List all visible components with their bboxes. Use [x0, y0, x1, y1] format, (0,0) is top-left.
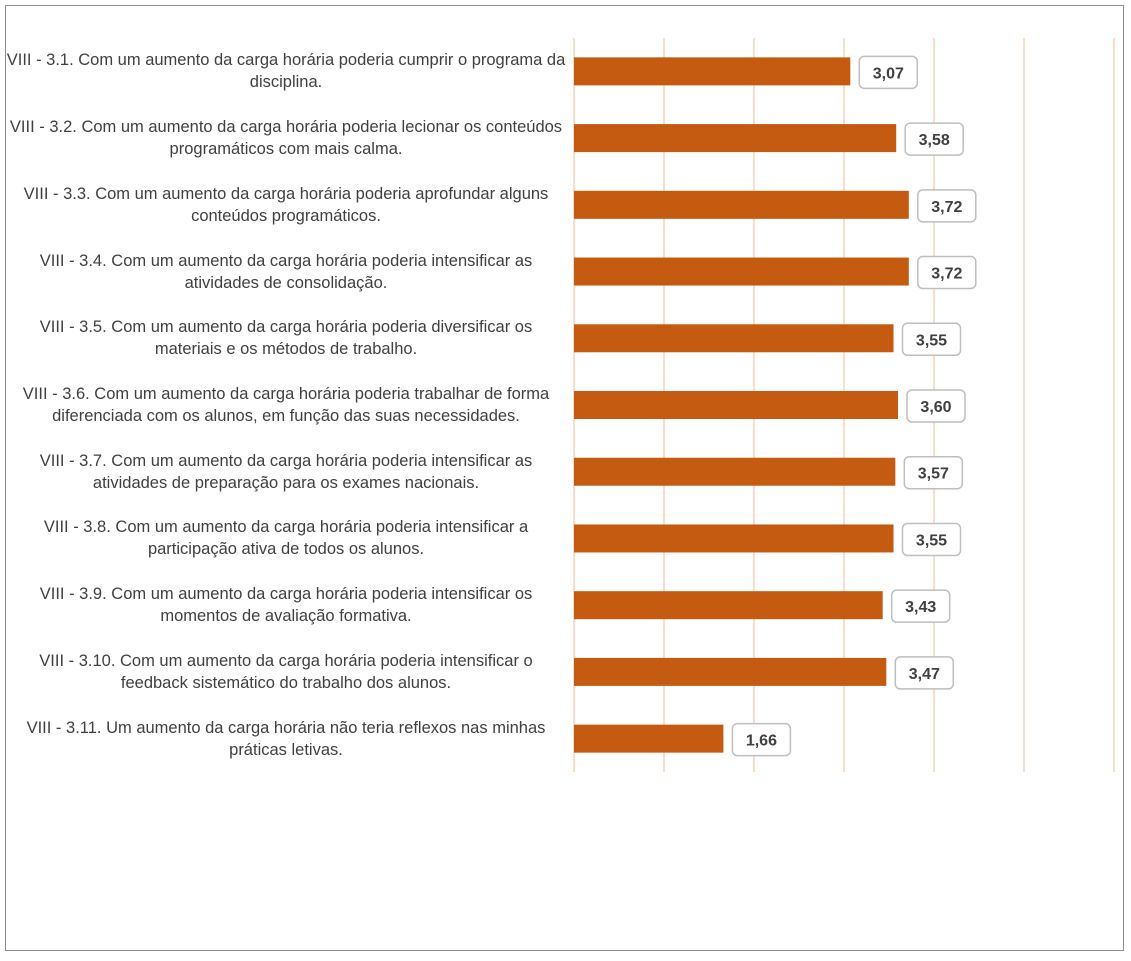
data-label: 1,66 [746, 733, 777, 750]
category-label-text: VIII - 3.3. Com um aumento da carga horá… [23, 184, 549, 225]
data-label-box [917, 189, 977, 223]
data-label-box [904, 122, 964, 156]
data-label: 3,43 [905, 599, 936, 616]
bar [574, 190, 909, 219]
bar [574, 657, 887, 686]
data-label: 3,58 [919, 132, 950, 149]
category-label-text: VIII - 3.1. Com um aumento da carga horá… [6, 51, 566, 92]
data-label-box [906, 389, 966, 423]
data-label: 3,55 [916, 532, 947, 549]
bar [574, 257, 909, 286]
bar [574, 391, 898, 419]
data-label-box [917, 255, 977, 290]
category-label: VIII - 3.11. Um aumento da carga horária… [6, 705, 566, 772]
bar [574, 457, 896, 486]
data-label: 3,72 [931, 266, 962, 283]
data-label-box [858, 55, 919, 90]
category-label: VIII - 3.2. Com um aumento da carga horá… [6, 105, 566, 172]
bar [574, 524, 894, 553]
category-label: VIII - 3.7. Com um aumento da carga horá… [6, 438, 566, 505]
category-label: VIII - 3.1. Com um aumento da carga horá… [6, 38, 566, 105]
category-label-text: VIII - 3.9. Com um aumento da carga horá… [39, 585, 533, 626]
category-label-text: VIII - 3.2. Com um aumento da carga horá… [9, 118, 563, 159]
category-label-text: VIII - 3.7. Com um aumento da carga horá… [39, 451, 533, 492]
bar [574, 591, 883, 620]
bar-chart: 3,07 3,58 3,72 3,72 3,55 3,60 3,57 3,55 3,43 3,47… [573, 38, 1115, 772]
data-label: 3,47 [909, 666, 940, 683]
bar [574, 724, 724, 753]
category-label-text: VIII - 3.8. Com um aumento da carga horá… [43, 518, 529, 559]
category-label: VIII - 3.4. Com um aumento da carga horá… [6, 238, 566, 305]
data-label: 3,57 [918, 466, 949, 483]
bar [574, 57, 851, 86]
data-label: 3,72 [931, 199, 962, 216]
data-label-box [731, 722, 792, 757]
bar [574, 124, 897, 153]
data-label: 3,55 [916, 332, 947, 349]
bar [574, 324, 894, 353]
data-label: 3,07 [873, 65, 904, 82]
data-label-box [901, 522, 962, 557]
data-label: 3,60 [920, 399, 951, 416]
category-label-text: VIII - 3.6. Com um aumento da carga horá… [22, 384, 550, 425]
category-label-text: VIII - 3.5. Com um aumento da carga horá… [39, 318, 533, 359]
category-label-text: VIII - 3.10. Com um aumento da carga hor… [39, 651, 533, 692]
category-label: VIII - 3.8. Com um aumento da carga horá… [6, 505, 566, 572]
data-label-box [894, 656, 955, 690]
category-label-text: VIII - 3.4. Com um aumento da carga horá… [39, 251, 533, 292]
data-label-box [903, 455, 964, 490]
chart-frame: VIII - 3.1. Com um aumento da carga horá… [5, 5, 1124, 951]
category-label-text: VIII - 3.11. Um aumento da carga horária… [26, 718, 546, 759]
data-label-box [890, 589, 951, 623]
category-label: VIII - 3.6. Com um aumento da carga horá… [6, 372, 566, 439]
category-label: VIII - 3.3. Com um aumento da carga horá… [6, 171, 566, 238]
category-label: VIII - 3.5. Com um aumento da carga horá… [6, 305, 566, 372]
category-label: VIII - 3.10. Com um aumento da carga hor… [6, 639, 566, 706]
data-label-box [901, 322, 962, 357]
category-label: VIII - 3.9. Com um aumento da carga horá… [6, 572, 566, 639]
